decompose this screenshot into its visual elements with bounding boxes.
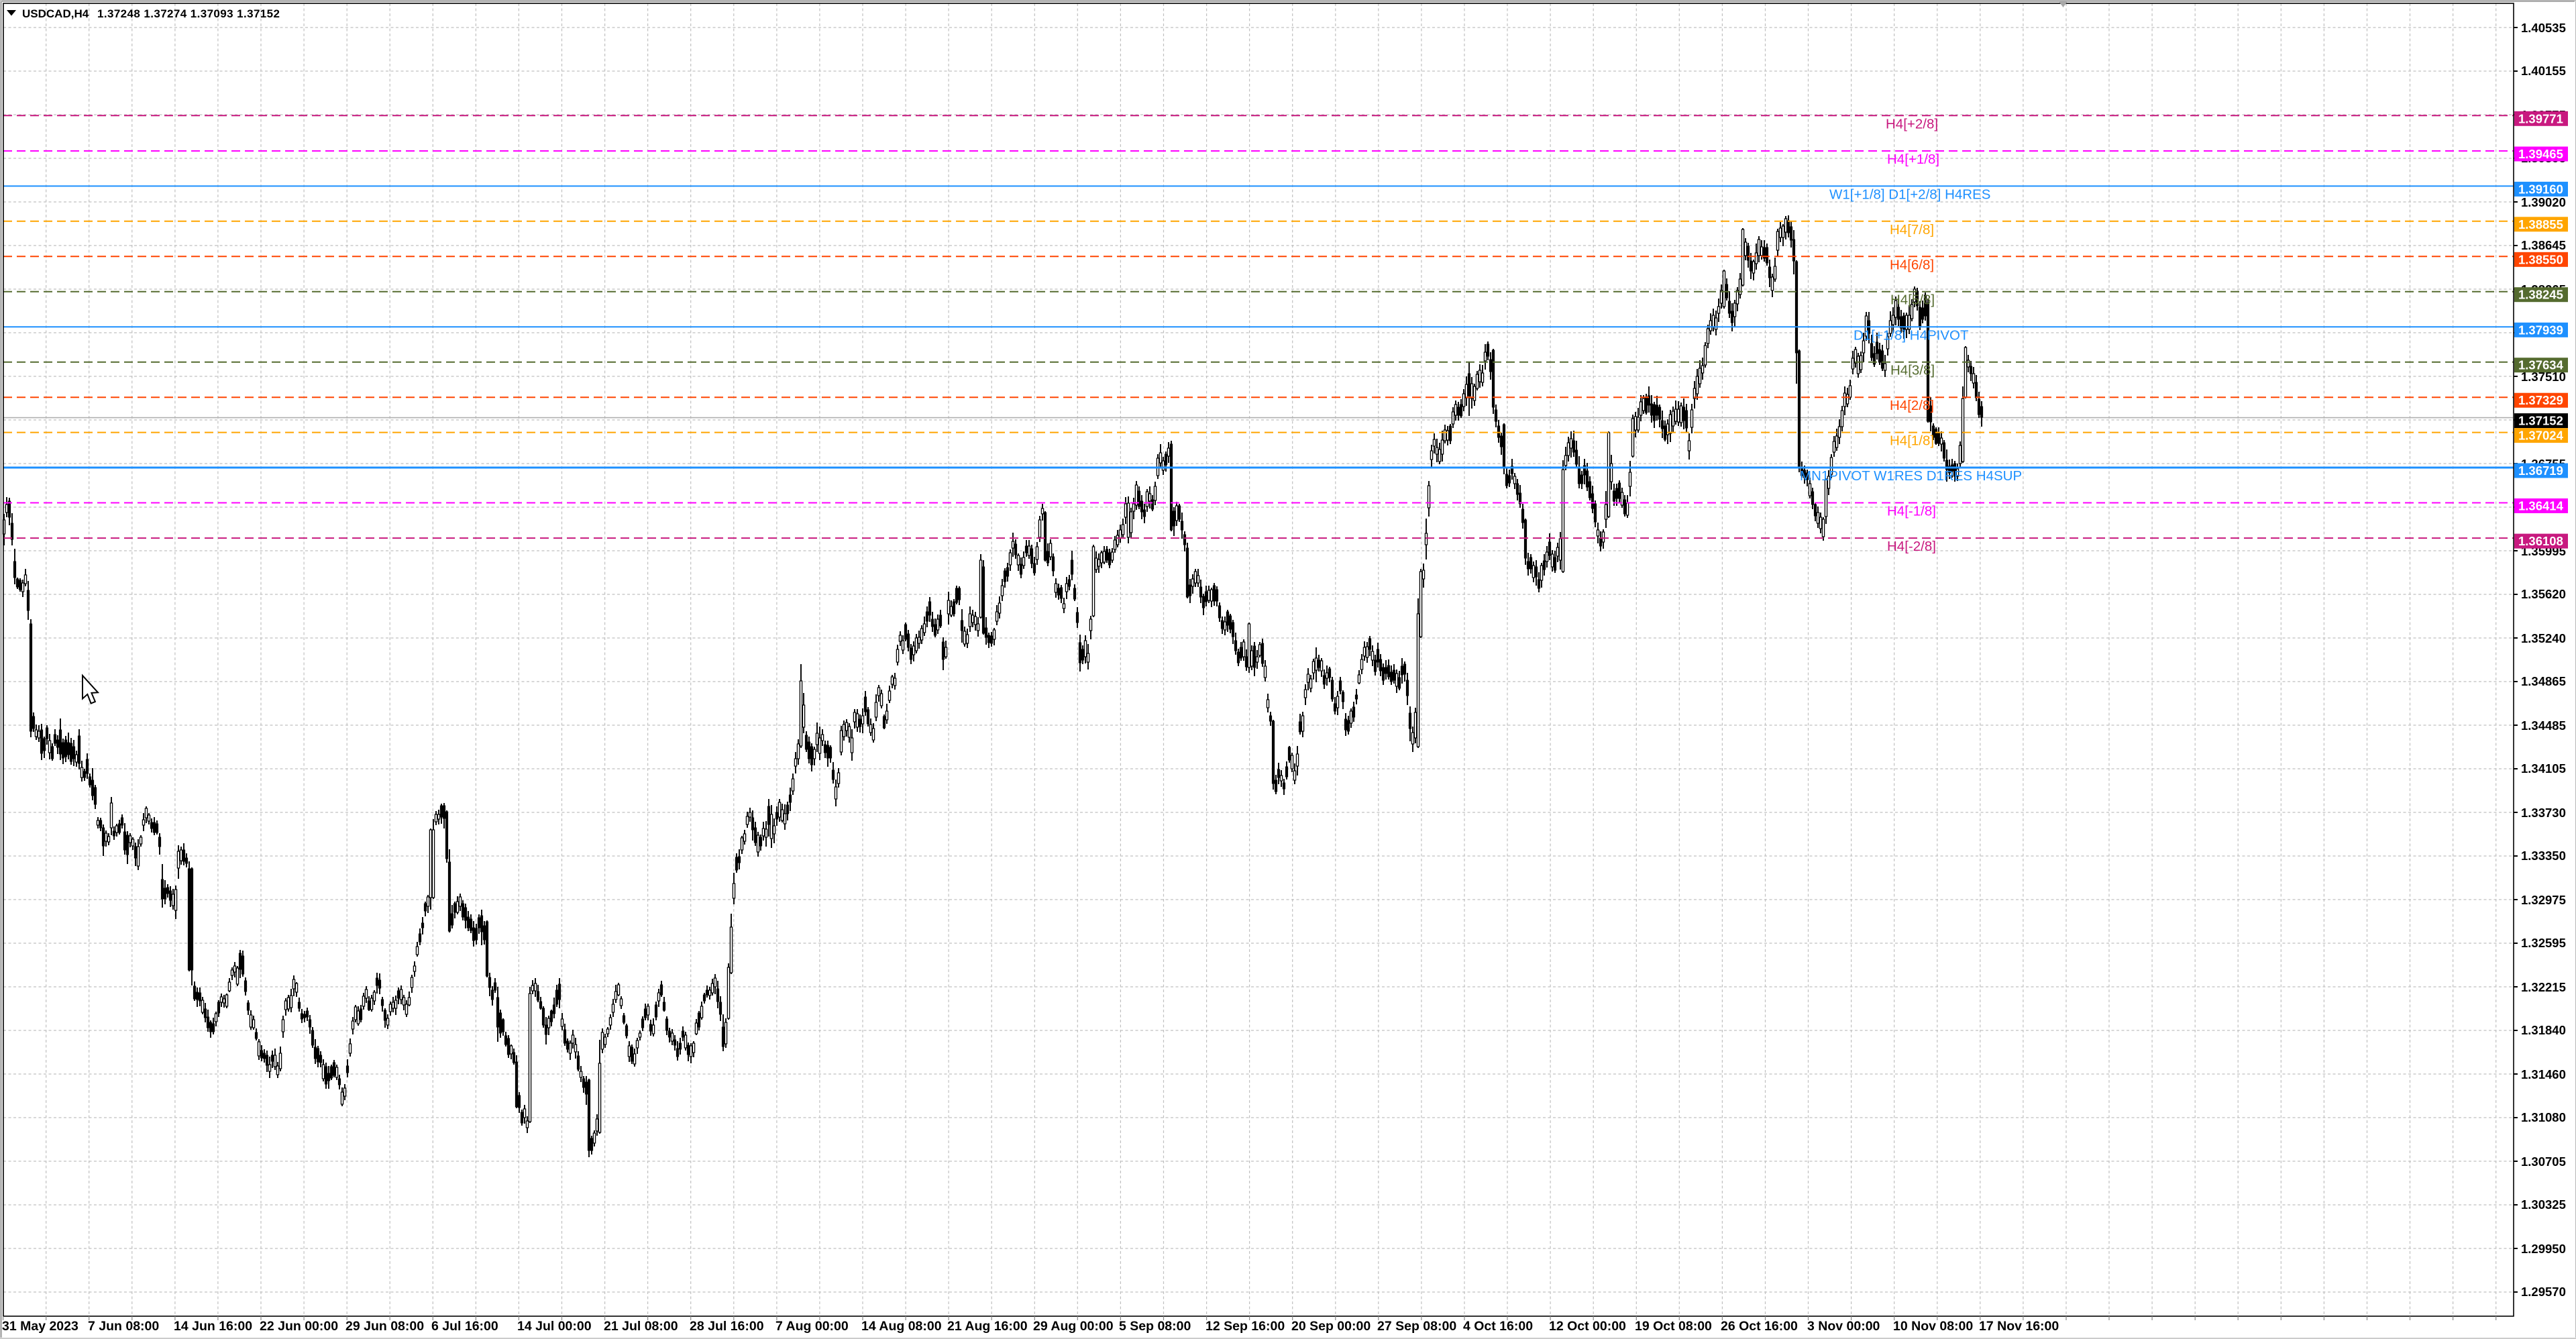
svg-text:H4[6/8]: H4[6/8] — [1890, 257, 1934, 272]
svg-text:1.40155: 1.40155 — [2521, 64, 2566, 78]
svg-text:22 Jun 00:00: 22 Jun 00:00 — [260, 1319, 338, 1334]
svg-text:1.39160: 1.39160 — [2518, 182, 2563, 196]
svg-text:21 Jul 08:00: 21 Jul 08:00 — [604, 1319, 678, 1334]
svg-text:1.29950: 1.29950 — [2521, 1242, 2566, 1256]
svg-text:1.33350: 1.33350 — [2521, 849, 2566, 863]
svg-text:10 Nov 08:00: 10 Nov 08:00 — [1893, 1319, 1973, 1334]
svg-text:D1[+1/8] H4PIVOT: D1[+1/8] H4PIVOT — [1854, 327, 1969, 343]
svg-text:1.40535: 1.40535 — [2521, 21, 2566, 35]
svg-text:1.34485: 1.34485 — [2521, 718, 2566, 733]
svg-text:7 Jun 08:00: 7 Jun 08:00 — [88, 1319, 159, 1334]
svg-text:1.35620: 1.35620 — [2521, 587, 2566, 601]
svg-text:29 Aug 00:00: 29 Aug 00:00 — [1033, 1319, 1114, 1334]
svg-text:1.37939: 1.37939 — [2518, 323, 2563, 337]
svg-text:1.34865: 1.34865 — [2521, 674, 2566, 688]
svg-text:1.31840: 1.31840 — [2521, 1023, 2566, 1037]
svg-text:26 Oct 16:00: 26 Oct 16:00 — [1721, 1319, 1798, 1334]
svg-text:1.38245: 1.38245 — [2518, 288, 2563, 302]
svg-text:1.39771: 1.39771 — [2518, 111, 2563, 125]
svg-text:W1[+1/8] D1[+2/8] H4RES: W1[+1/8] D1[+2/8] H4RES — [1829, 186, 1990, 202]
svg-text:1.29570: 1.29570 — [2521, 1285, 2566, 1299]
svg-text:5 Sep 08:00: 5 Sep 08:00 — [1119, 1319, 1191, 1334]
svg-text:7 Aug 00:00: 7 Aug 00:00 — [775, 1319, 849, 1334]
svg-text:6 Jul 16:00: 6 Jul 16:00 — [431, 1319, 498, 1334]
svg-text:12 Oct 00:00: 12 Oct 00:00 — [1549, 1319, 1626, 1334]
svg-text:1.37152: 1.37152 — [2518, 414, 2563, 428]
svg-text:1.38645: 1.38645 — [2521, 238, 2566, 252]
svg-text:31 May 2023: 31 May 2023 — [2, 1319, 78, 1334]
svg-text:21 Aug 16:00: 21 Aug 16:00 — [947, 1319, 1028, 1334]
svg-text:4 Oct 16:00: 4 Oct 16:00 — [1463, 1319, 1533, 1334]
svg-text:1.30325: 1.30325 — [2521, 1197, 2566, 1212]
svg-text:14 Aug 08:00: 14 Aug 08:00 — [861, 1319, 942, 1334]
svg-text:1.38550: 1.38550 — [2518, 252, 2563, 266]
svg-text:14 Jun 16:00: 14 Jun 16:00 — [174, 1319, 252, 1334]
svg-text:17 Nov 16:00: 17 Nov 16:00 — [1979, 1319, 2059, 1334]
svg-text:1.30705: 1.30705 — [2521, 1155, 2566, 1169]
svg-text:H4[5/8]: H4[5/8] — [1890, 292, 1935, 308]
svg-text:12 Sep 16:00: 12 Sep 16:00 — [1205, 1319, 1285, 1334]
svg-text:1.39465: 1.39465 — [2518, 147, 2563, 161]
svg-text:1.37024: 1.37024 — [2518, 429, 2564, 443]
svg-text:1.31460: 1.31460 — [2521, 1067, 2566, 1081]
svg-text:20 Sep 00:00: 20 Sep 00:00 — [1291, 1319, 1371, 1334]
svg-text:H4[+2/8]: H4[+2/8] — [1886, 116, 1938, 131]
svg-text:1.36108: 1.36108 — [2518, 534, 2563, 548]
svg-text:H4[2/8]: H4[2/8] — [1890, 398, 1934, 413]
svg-text:1.39020: 1.39020 — [2521, 195, 2566, 209]
svg-text:1.36719: 1.36719 — [2518, 464, 2563, 478]
svg-text:1.38855: 1.38855 — [2518, 217, 2563, 231]
svg-text:3 Nov 00:00: 3 Nov 00:00 — [1807, 1319, 1880, 1334]
svg-text:1.32975: 1.32975 — [2521, 893, 2566, 907]
svg-text:H4[3/8]: H4[3/8] — [1890, 363, 1935, 378]
svg-text:1.37634: 1.37634 — [2518, 358, 2564, 372]
svg-text:1.32595: 1.32595 — [2521, 936, 2566, 950]
svg-text:USDCAD,H4: USDCAD,H4 — [22, 7, 89, 20]
svg-text:MN1PIVOT W1RES D1RES H4SUP: MN1PIVOT W1RES D1RES H4SUP — [1800, 468, 2022, 484]
svg-text:1.37329: 1.37329 — [2518, 393, 2563, 407]
svg-text:H4[1/8]: H4[1/8] — [1890, 433, 1934, 449]
svg-text:1.31080: 1.31080 — [2521, 1110, 2566, 1124]
svg-text:28 Jul 16:00: 28 Jul 16:00 — [690, 1319, 764, 1334]
svg-text:1.37510: 1.37510 — [2521, 370, 2566, 384]
svg-text:H4[+1/8]: H4[+1/8] — [1887, 152, 1939, 167]
svg-text:H4[7/8]: H4[7/8] — [1890, 222, 1934, 237]
svg-text:1.34105: 1.34105 — [2521, 761, 2566, 775]
svg-text:19 Oct 08:00: 19 Oct 08:00 — [1635, 1319, 1712, 1334]
svg-text:27 Sep 08:00: 27 Sep 08:00 — [1377, 1319, 1456, 1334]
svg-text:1.36414: 1.36414 — [2518, 499, 2564, 513]
svg-text:29 Jun 08:00: 29 Jun 08:00 — [345, 1319, 424, 1334]
svg-text:1.35240: 1.35240 — [2521, 631, 2566, 645]
svg-text:1.37248 1.37274 1.37093 1.3715: 1.37248 1.37274 1.37093 1.37152 — [97, 7, 280, 20]
svg-text:1.33730: 1.33730 — [2521, 806, 2566, 820]
svg-text:14 Jul 00:00: 14 Jul 00:00 — [517, 1319, 592, 1334]
svg-text:H4[-2/8]: H4[-2/8] — [1887, 539, 1936, 554]
svg-text:1.32215: 1.32215 — [2521, 980, 2566, 994]
svg-text:H4[-1/8]: H4[-1/8] — [1887, 504, 1936, 519]
